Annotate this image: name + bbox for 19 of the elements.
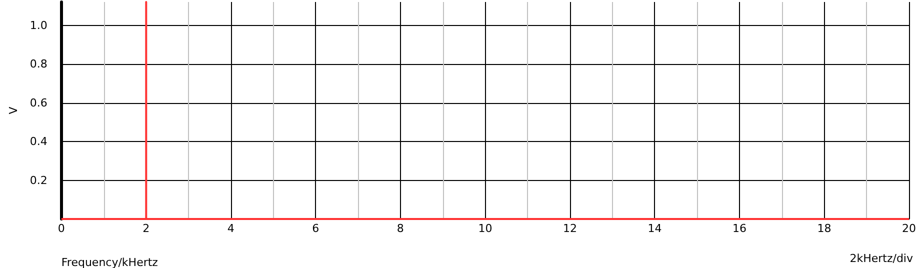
x-tick-label: 10 [478,222,492,235]
x-tick-label: 12 [562,222,577,235]
text: 2kHertz/div [850,252,914,265]
x-tick-label: 20 [902,222,916,235]
x-tick-label: 6 [312,222,320,235]
x-tick-label: 2 [142,222,150,235]
x-tick-label: 4 [227,222,234,235]
y-tick-label: 0.4 [30,135,48,148]
y-tick-label: 0.2 [30,174,48,187]
y-tick-label: 0.6 [30,96,48,110]
y-tick-label: 0.8 [30,58,48,70]
y-axis-title: V [7,106,20,114]
y-tick-label: 1.0 [30,18,48,32]
x-axis-title: Frequency/kHertz [61,256,158,268]
x-tick-label: 14 [648,222,662,235]
x-tick-label: 8 [396,222,404,235]
x-tick-label: 18 [817,222,832,235]
x-tick-label: 0 [58,222,65,235]
x-tick-label: 16 [732,222,746,235]
